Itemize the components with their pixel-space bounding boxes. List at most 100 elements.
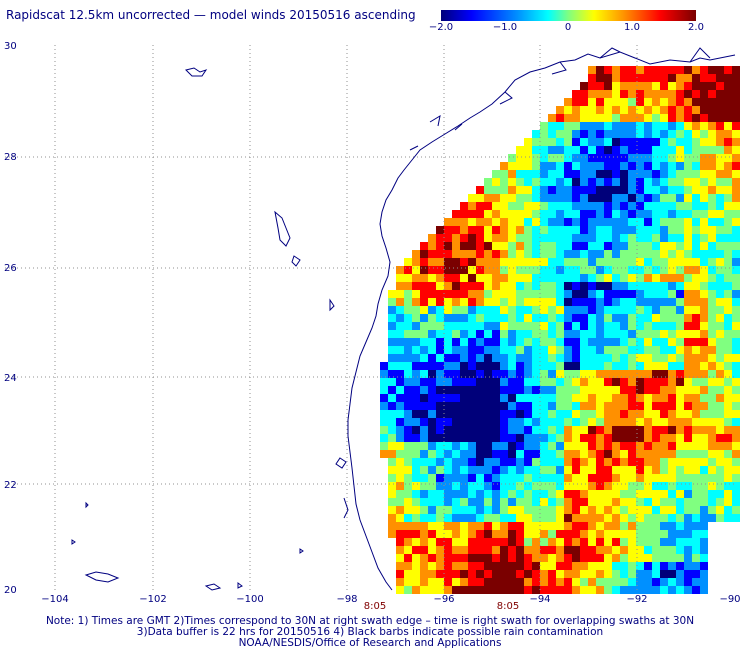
swath-cell [660,266,668,274]
swath-cell [540,274,548,282]
swath-cell [628,210,636,218]
swath-cell [540,578,548,586]
swath-cell [508,434,516,442]
swath-cell [644,450,652,458]
swath-cell [716,386,724,394]
swath-cell [668,306,676,314]
swath-cell [452,258,460,266]
swath-cell [524,234,532,242]
swath-cell [468,562,476,570]
swath-cell [524,138,532,146]
swath-cell [556,522,564,530]
swath-cell [636,322,644,330]
swath-cell [476,250,484,258]
swath-cell [676,90,684,98]
swath-cell [580,234,588,242]
swath-cell [700,274,708,282]
swath-cell [628,282,636,290]
swath-cell [636,458,644,466]
swath-cell [428,402,436,410]
swath-cell [660,146,668,154]
swath-cell [396,362,404,370]
swath-cell [700,66,708,74]
swath-cell [428,410,436,418]
swath-cell [692,418,700,426]
swath-cell [540,474,548,482]
swath-cell [484,378,492,386]
swath-cell [644,514,652,522]
swath-cell [524,450,532,458]
swath-cell [484,498,492,506]
swath-cell [724,106,732,114]
swath-cell [412,354,420,362]
swath-cell [716,106,724,114]
swath-cell [412,290,420,298]
swath-cell [500,402,508,410]
swath-cell [404,530,412,538]
swath-cell [660,170,668,178]
swath-cell [700,106,708,114]
swath-cell [676,370,684,378]
swath-cell [508,554,516,562]
swath-cell [572,218,580,226]
lon-label: −98 [336,594,357,605]
swath-cell [460,394,468,402]
swath-cell [532,410,540,418]
swath-cell [484,426,492,434]
swath-cell [452,442,460,450]
swath-cell [396,394,404,402]
swath-cell [476,282,484,290]
swath-cell [548,178,556,186]
swath-cell [444,250,452,258]
swath-cell [620,306,628,314]
swath-cell [668,274,676,282]
swath-cell [468,386,476,394]
swath-cell [700,330,708,338]
swath-cell [676,98,684,106]
swath-cell [684,90,692,98]
swath-cell [716,202,724,210]
swath-cell [684,322,692,330]
swath-cell [564,442,572,450]
swath-cell [516,546,524,554]
swath-cell [612,530,620,538]
swath-cell [644,490,652,498]
swath-cell [476,298,484,306]
lon-label: −100 [236,594,263,605]
swath-cell [556,258,564,266]
swath-cell [620,578,628,586]
swath-cell [508,338,516,346]
swath-cell [676,490,684,498]
swath-cell [508,362,516,370]
swath-cell [580,154,588,162]
swath-cell [580,498,588,506]
swath-cell [588,226,596,234]
swath-cell [604,170,612,178]
swath-cell [436,258,444,266]
swath-cell [660,322,668,330]
swath-data [380,66,740,594]
swath-cell [580,114,588,122]
swath-cell [484,314,492,322]
swath-cell [636,234,644,242]
swath-cell [652,410,660,418]
swath-cell [420,586,428,594]
swath-cell [724,258,732,266]
swath-cell [684,218,692,226]
swath-cell [420,282,428,290]
swath-cell [596,506,604,514]
swath-cell [636,274,644,282]
swath-cell [628,538,636,546]
swath-cell [628,90,636,98]
swath-cell [716,226,724,234]
swath-cell [412,450,420,458]
swath-cell [684,210,692,218]
swath-cell [460,330,468,338]
swath-cell [388,410,396,418]
swath-cell [444,346,452,354]
swath-cell [660,298,668,306]
swath-cell [668,226,676,234]
swath-cell [628,458,636,466]
swath-cell [436,394,444,402]
swath-cell [692,554,700,562]
